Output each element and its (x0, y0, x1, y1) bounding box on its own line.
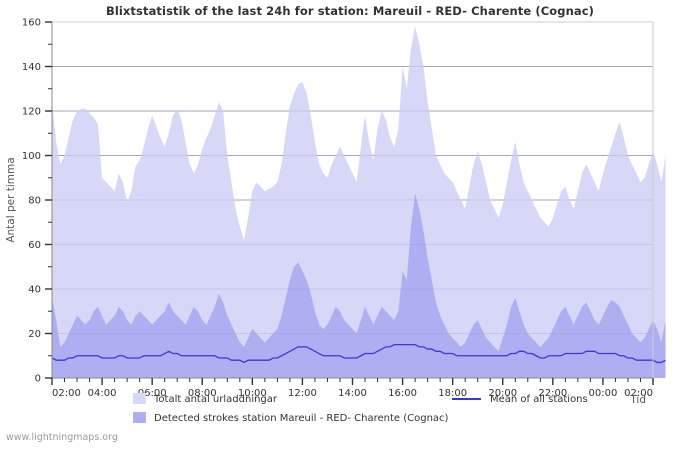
y-tick-label: 140 (22, 62, 41, 73)
legend-label-station: Detected strokes station Mareuil - RED- … (154, 413, 449, 424)
legend-swatch-total (133, 393, 146, 404)
x-axis-ticks: 02:00 04:00 06:00 08:00 10:00 12:00 14:00 16:00… (51, 378, 654, 399)
y-tick-label: 120 (22, 107, 41, 118)
legend-swatch-station (133, 412, 146, 423)
x-tick-label: 08:00 (188, 388, 217, 399)
y-axis-label: Antal per timma (5, 157, 17, 242)
y-tick-label: 40 (28, 285, 41, 296)
y-tick-label: 160 (22, 18, 41, 29)
mean-line (51, 343, 666, 364)
x-tick-label: 02:00 (52, 388, 81, 399)
x-tick-label: 06:00 (138, 388, 167, 399)
x-tick-label: 20:00 (488, 388, 517, 399)
legend: Totalt antal urladdningar Detected strok… (133, 393, 588, 424)
legend-label-mean: Mean of all stations (490, 394, 588, 405)
line-mean-all-stations (51, 343, 666, 364)
watermark: www.lightningmaps.org (6, 432, 118, 443)
x-axis-label: Tid (629, 394, 646, 406)
y-tick-label: 100 (22, 151, 41, 162)
y-tick-label: 80 (28, 196, 41, 207)
area-total-discharges (52, 26, 666, 378)
area-detected-strokes (52, 193, 666, 378)
x-tick-label: 02:00 (624, 388, 653, 399)
series-areas (52, 26, 666, 378)
page-title: Blixtstatistik of the last 24h for stati… (105, 4, 595, 18)
x-tick-label: 22:00 (538, 388, 567, 399)
legend-label-total: Totalt antal urladdningar (153, 394, 278, 405)
x-tick-label: 10:00 (238, 388, 267, 399)
x-tick-label: 16:00 (388, 388, 417, 399)
y-tick-label: 0 (35, 374, 41, 385)
x-tick-label: 18:00 (438, 388, 467, 399)
y-axis-ticks: 0 20 40 60 80 100 120 140 160 (22, 18, 52, 385)
y-tick-label: 60 (28, 240, 41, 251)
y-tick-label: 20 (28, 329, 41, 340)
x-tick-label: 00:00 (589, 388, 618, 399)
x-tick-label: 04:00 (88, 388, 117, 399)
x-tick-label: 14:00 (338, 388, 367, 399)
x-tick-label: 12:00 (288, 388, 317, 399)
